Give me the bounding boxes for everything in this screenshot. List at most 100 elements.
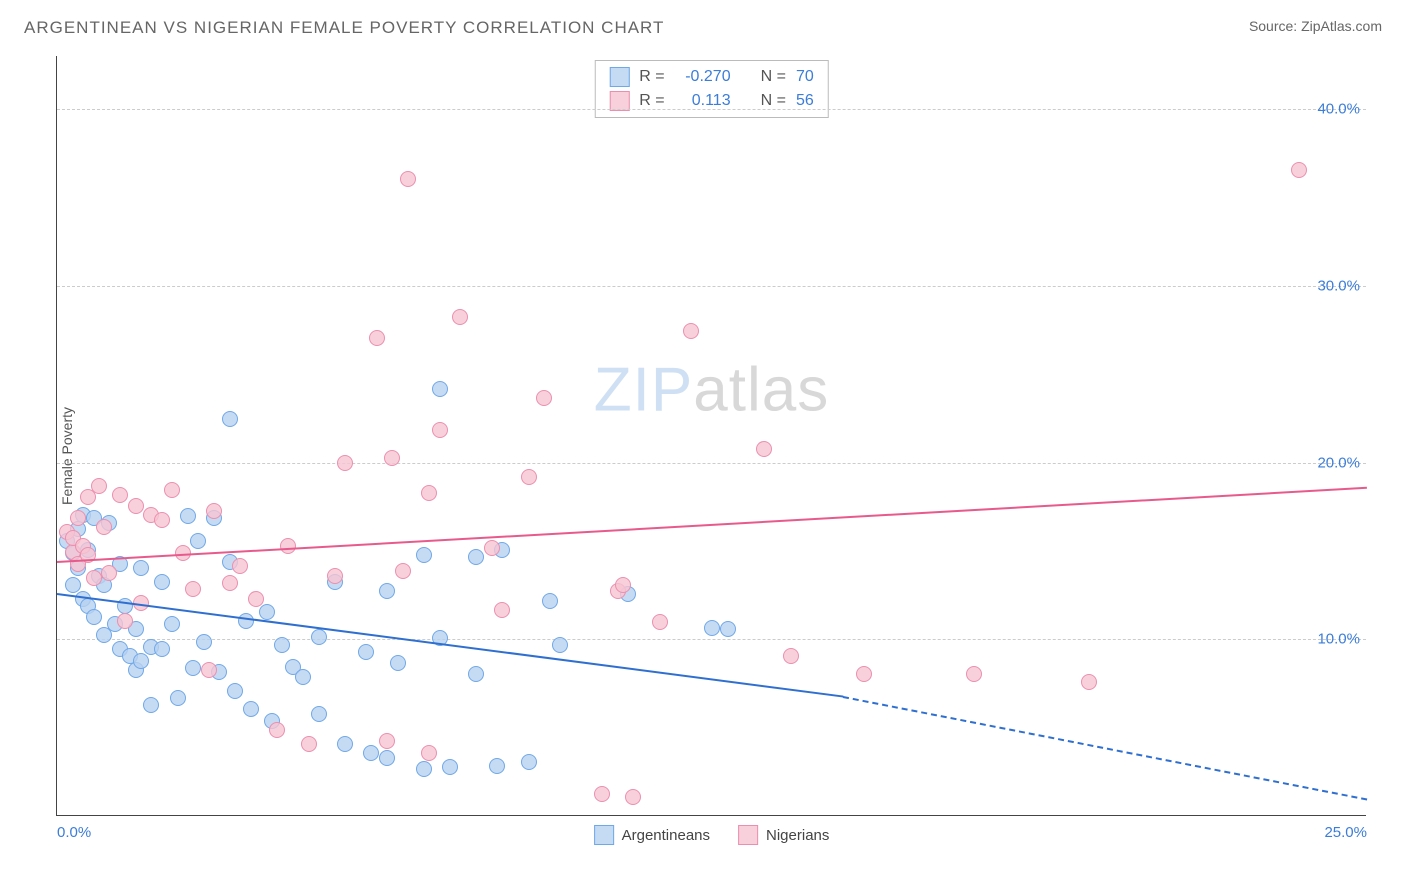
scatter-point — [756, 441, 772, 457]
scatter-point — [966, 666, 982, 682]
scatter-point — [652, 614, 668, 630]
scatter-point — [327, 568, 343, 584]
legend-swatch — [609, 67, 629, 87]
scatter-point — [683, 323, 699, 339]
scatter-point — [227, 683, 243, 699]
scatter-point — [489, 758, 505, 774]
trend-line — [843, 696, 1367, 800]
scatter-point — [180, 508, 196, 524]
source-link[interactable]: ZipAtlas.com — [1301, 18, 1382, 34]
scatter-point — [154, 512, 170, 528]
legend-swatch — [609, 91, 629, 111]
scatter-point — [379, 583, 395, 599]
r-label: R = — [639, 92, 664, 110]
scatter-point — [625, 789, 641, 805]
scatter-point — [222, 411, 238, 427]
scatter-point — [206, 503, 222, 519]
scatter-point — [259, 604, 275, 620]
scatter-point — [421, 745, 437, 761]
scatter-point — [164, 482, 180, 498]
scatter-point — [615, 577, 631, 593]
n-value: 70 — [796, 68, 814, 86]
series-legend: Argentineans Nigerians — [594, 825, 830, 845]
scatter-point — [384, 450, 400, 466]
scatter-point — [86, 609, 102, 625]
scatter-point — [295, 669, 311, 685]
scatter-point — [1291, 162, 1307, 178]
scatter-point — [280, 538, 296, 554]
scatter-point — [143, 697, 159, 713]
scatter-point — [432, 381, 448, 397]
scatter-point — [311, 706, 327, 722]
x-tick-label: 25.0% — [1324, 824, 1367, 841]
r-label: R = — [639, 68, 664, 86]
scatter-point — [311, 629, 327, 645]
scatter-point — [238, 613, 254, 629]
scatter-point — [379, 750, 395, 766]
legend-label: Nigerians — [766, 827, 829, 844]
scatter-point — [91, 478, 107, 494]
scatter-point — [133, 560, 149, 576]
legend-label: Argentineans — [622, 827, 710, 844]
legend-swatch — [738, 825, 758, 845]
n-label: N = — [761, 68, 786, 86]
scatter-point — [101, 565, 117, 581]
gridline — [57, 109, 1366, 110]
scatter-point — [222, 575, 238, 591]
scatter-point — [704, 620, 720, 636]
scatter-point — [164, 616, 180, 632]
scatter-point — [468, 666, 484, 682]
scatter-point — [452, 309, 468, 325]
scatter-point — [86, 570, 102, 586]
scatter-point — [521, 469, 537, 485]
scatter-point — [720, 621, 736, 637]
y-tick-label: 10.0% — [1317, 631, 1360, 648]
scatter-point — [301, 736, 317, 752]
scatter-point — [442, 759, 458, 775]
scatter-point — [400, 171, 416, 187]
watermark: ZIPatlas — [594, 354, 829, 425]
y-tick-label: 40.0% — [1317, 101, 1360, 118]
scatter-point — [416, 761, 432, 777]
scatter-point — [552, 637, 568, 653]
scatter-point — [196, 634, 212, 650]
scatter-point — [416, 547, 432, 563]
stats-row: R = -0.270 N = 70 — [609, 65, 813, 89]
chart-title: ARGENTINEAN VS NIGERIAN FEMALE POVERTY C… — [24, 18, 664, 38]
legend-swatch — [594, 825, 614, 845]
scatter-point — [542, 593, 558, 609]
scatter-point — [185, 660, 201, 676]
scatter-point — [70, 510, 86, 526]
scatter-point — [521, 754, 537, 770]
n-value: 56 — [796, 92, 814, 110]
scatter-point — [494, 602, 510, 618]
scatter-point — [369, 330, 385, 346]
scatter-point — [379, 733, 395, 749]
source-label: Source: ZipAtlas.com — [1249, 18, 1382, 34]
scatter-point — [390, 655, 406, 671]
scatter-point — [154, 641, 170, 657]
x-tick-label: 0.0% — [57, 824, 91, 841]
scatter-point — [594, 786, 610, 802]
scatter-point — [65, 577, 81, 593]
y-tick-label: 20.0% — [1317, 454, 1360, 471]
scatter-point — [232, 558, 248, 574]
legend-item: Nigerians — [738, 825, 829, 845]
r-value: 0.113 — [675, 92, 731, 110]
scatter-point — [337, 736, 353, 752]
scatter-point — [154, 574, 170, 590]
scatter-point — [128, 498, 144, 514]
scatter-point — [536, 390, 552, 406]
gridline — [57, 463, 1366, 464]
gridline — [57, 286, 1366, 287]
scatter-point — [432, 422, 448, 438]
scatter-point — [133, 653, 149, 669]
chart-container: Female Poverty ZIPatlas R =-0.270N =70R … — [48, 56, 1388, 856]
scatter-point — [358, 644, 374, 660]
scatter-point — [201, 662, 217, 678]
trend-line — [57, 487, 1367, 563]
scatter-point — [1081, 674, 1097, 690]
scatter-point — [185, 581, 201, 597]
r-value: -0.270 — [675, 68, 731, 86]
scatter-point — [117, 613, 133, 629]
